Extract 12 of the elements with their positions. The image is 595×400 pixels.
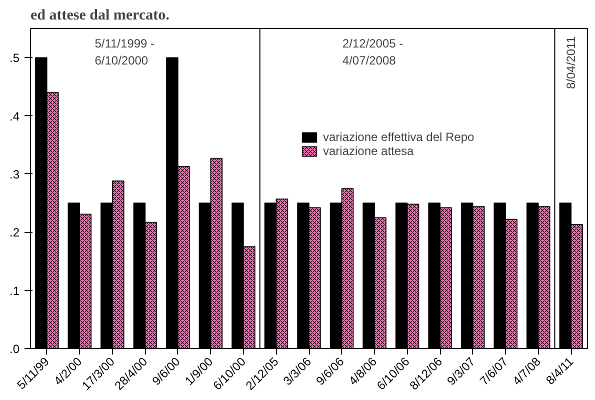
y-tick-label: .1 [9, 284, 20, 298]
legend-label: variazione effettiva del Repo [323, 130, 474, 144]
y-tick-label: .2 [9, 226, 20, 240]
y-tick-label: .3 [9, 167, 20, 182]
y-tick-label: .4 [9, 109, 20, 124]
annotation: 2/12/2005 - 4/07/2008 [342, 36, 404, 68]
y-tick-label: .5 [9, 51, 20, 66]
chart-title: ed attese dal mercato. [30, 8, 170, 24]
y-tick-label: .0 [9, 342, 20, 356]
annotation: 8/04/2011 [564, 36, 578, 89]
annotation: 5/11/1999 - 6/10/2000 [94, 36, 155, 68]
legend-label: variazione attesa [323, 144, 414, 158]
